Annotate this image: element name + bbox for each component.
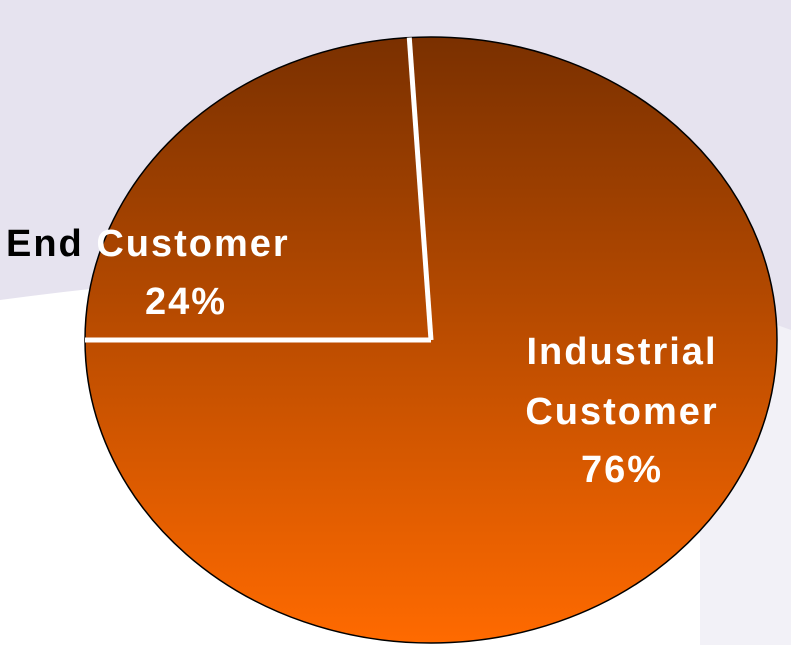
slice-label-industrial-line2: Customer <box>525 391 718 433</box>
pie-slice-end-customer <box>85 38 431 340</box>
slice-value-industrial-customer: 76% <box>581 449 663 491</box>
slice-separator-2 <box>406 37 434 341</box>
slice-label-end-customer: End Customer <box>6 223 290 265</box>
slice-label-industrial-line1: Industrial <box>526 331 717 373</box>
slice-value-end-customer: 24% <box>145 281 227 323</box>
